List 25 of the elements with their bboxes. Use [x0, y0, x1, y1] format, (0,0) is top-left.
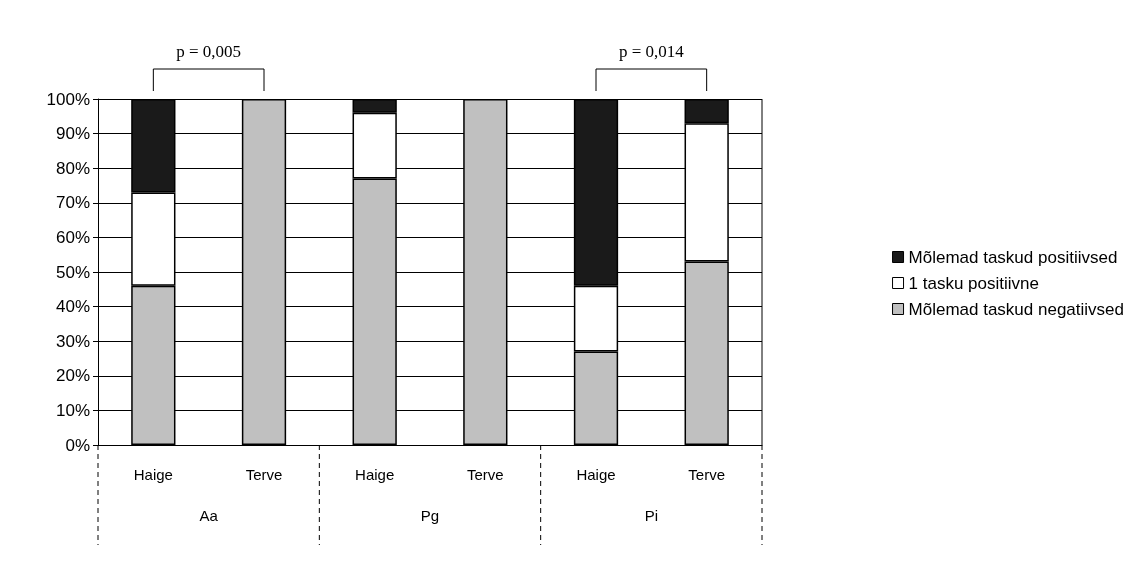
y-tick-label: 40% — [55, 297, 90, 317]
y-tick-label: 80% — [55, 158, 90, 178]
legend-label: 1 tasku positiivne — [908, 273, 1039, 293]
legend-label: Mõlemad taskud positiivsed — [908, 247, 1118, 267]
y-tick-label: 90% — [55, 124, 90, 144]
text: Aa — [199, 506, 219, 524]
y-tick-label: 10% — [55, 400, 90, 420]
text: p = 0,014 — [618, 41, 685, 61]
x-tick-label: Haige — [133, 466, 173, 483]
legend-label: Mõlemad taskud negatiivsed — [908, 299, 1125, 319]
y-tick-label: 30% — [55, 331, 90, 351]
y-tick-label: 0% — [65, 435, 90, 455]
text: Pg — [420, 506, 440, 524]
y-tick-label: 50% — [55, 262, 90, 282]
x-tick-label: Terve — [466, 466, 504, 483]
text: Pi — [644, 506, 659, 524]
y-tick-label: 60% — [55, 227, 90, 247]
x-tick-label: Haige — [355, 466, 395, 483]
x-tick-label: Terve — [245, 466, 283, 483]
y-tick-label: 100% — [46, 89, 90, 109]
y-tick-label: 20% — [55, 366, 90, 386]
y-tick-label: 70% — [55, 193, 90, 213]
x-tick-label: Haige — [576, 466, 616, 483]
x-tick-label: Terve — [688, 466, 726, 483]
text: p = 0,005 — [176, 41, 242, 61]
